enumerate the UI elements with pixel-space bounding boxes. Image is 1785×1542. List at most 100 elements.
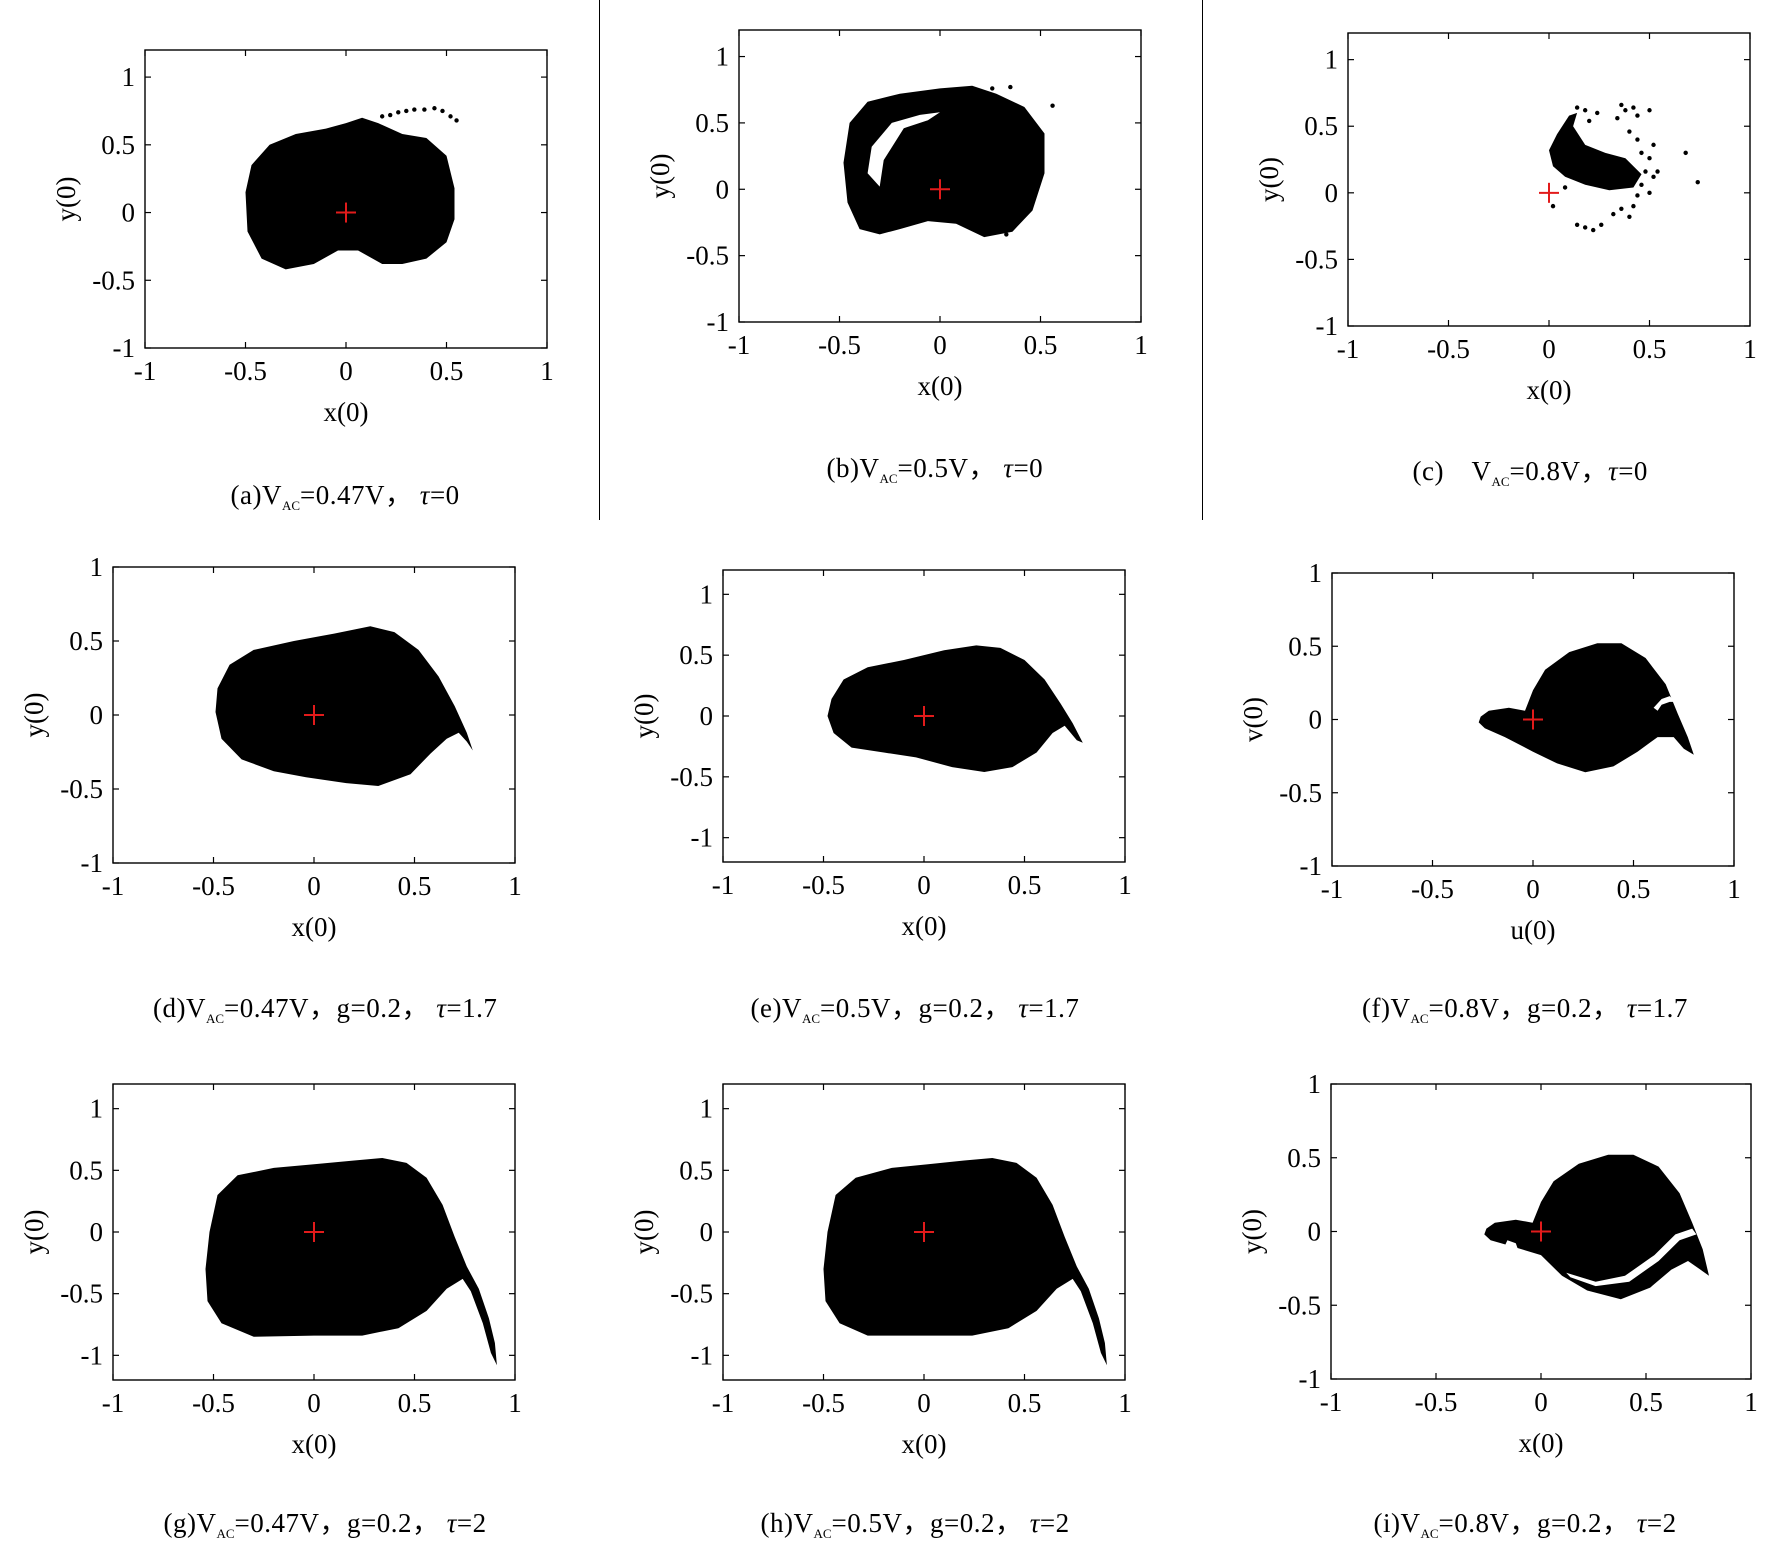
scatter-point-32 [1651,142,1656,148]
x-tick-label-1: -0.5 [1411,874,1454,904]
caption-mid: =0.47V，g=0.2， [224,993,437,1023]
y-tick-label-4: 1 [1308,1069,1322,1099]
basin-hole-1 [1503,1240,1520,1259]
caption-prefix: (d)V [153,993,206,1023]
y-axis-label: y(0) [19,1210,49,1255]
caption-a: (a)VAC=0.47V， τ=0 [231,473,460,514]
scatter-point-5 [422,107,427,112]
y-tick-label-3: 0.5 [679,1155,713,1185]
x-tick-label-0: -1 [1321,874,1344,904]
x-tick-label-1: -0.5 [818,330,861,360]
caption-prefix: (e)V [750,993,802,1023]
y-tick-label-3: 0.5 [679,640,713,670]
y-tick-label-4: 1 [700,1094,714,1124]
x-tick-label-0: -1 [728,330,751,360]
y-axis-label: y(0) [51,177,81,222]
x-tick-label-3: 0.5 [1617,874,1651,904]
scatter-point-4 [1619,102,1624,108]
chart-g: -1 -0.5 0 0.5 1 -1 -0.5 0 0.5 1 x(0) y(0) [19,1083,522,1459]
caption-sub: AC [813,1526,832,1541]
caption-suffix: =1.7 [1028,993,1080,1023]
caption-mid: =0.47V， [300,480,420,510]
caption-b: (b)VAC=0.5V， τ=0 [827,446,1044,487]
caption-sub: AC [1410,1011,1429,1026]
x-tick-label-1: -0.5 [224,356,267,386]
scatter-point-14 [1651,174,1656,180]
x-tick-label-2: 0 [307,871,321,901]
caption-tau: τ [1029,1508,1040,1538]
caption-prefix: (c) V [1412,456,1492,486]
caption-sub: AC [801,1011,821,1026]
y-tick-label-0: -1 [1300,851,1323,881]
chart-panel-a: -1 -0.5 0 0.5 1 -1 -0.5 0 0.5 1 x(0) y(0) [51,49,554,427]
chart-panel-e: -1 -0.5 0 0.5 1 -1 -0.5 0 0.5 1 x(0) y(0) [629,569,1132,941]
y-tick-label-1: -0.5 [1295,244,1338,274]
x-tick-label-4: 1 [508,871,522,901]
caption-prefix: (f)V [1362,993,1411,1023]
caption-tau: τ [436,993,447,1023]
chart-panel-f: -1 -0.5 0 0.5 1 -1 -0.5 0 0.5 1 u(0) v(0) [1238,558,1741,945]
y-tick-label-4: 1 [122,62,136,92]
caption-i: (i)VAC=0.8V，g=0.2， τ=2 [1374,1501,1677,1542]
y-tick-label-1: -0.5 [92,265,135,295]
x-tick-label-4: 1 [508,1388,522,1418]
scatter-point-5 [1623,108,1628,113]
scatter-point-9 [1627,129,1632,134]
caption-prefix: (h)V [760,1508,814,1538]
y-tick-label-4: 1 [1325,45,1339,75]
caption-suffix: =0 [429,480,460,510]
x-tick-label-0: -1 [134,356,157,386]
scatter-point-2 [1595,110,1600,116]
axes-frame [1347,32,1751,327]
scatter-point-21 [1599,222,1604,227]
caption-mid: =0.5V，g=0.2， [831,1508,1030,1538]
y-tick-label-0: -1 [691,823,714,853]
y-tick-label-0: -1 [81,848,104,878]
caption-prefix: (g)V [163,1508,217,1538]
chart-panel-i: -1 -0.5 0 0.5 1 -1 -0.5 0 0.5 1 x(0) y(0) [1237,1069,1758,1458]
basin-hole-0 [1566,1228,1697,1287]
caption-suffix: =2 [1039,1508,1070,1538]
y-tick-label-1: -0.5 [1278,1290,1321,1320]
chart-b: -1 -0.5 0 0.5 1 -1 -0.5 0 0.5 1 x(0) y(0) [645,29,1148,401]
scatter-point-26 [1550,203,1556,209]
scatter-point-15 [1639,182,1644,188]
caption-suffix: =0 [1618,456,1648,486]
scatter-point-0 [990,86,995,91]
basin-region [1484,1154,1709,1300]
caption-mid: =0.8V， [1509,456,1609,486]
y-tick-label-4: 1 [716,42,730,72]
y-tick-label-2: 0 [716,174,730,204]
scatter-point-1 [1582,108,1588,113]
y-tick-label-0: -1 [1299,1364,1322,1394]
scatter-point-9 [454,118,459,123]
scatter-point-25 [1562,185,1568,190]
x-tick-label-3: 0.5 [398,871,432,901]
x-tick-label-1: -0.5 [802,1388,845,1418]
y-axis-label: y(0) [19,693,49,738]
y-tick-label-1: -0.5 [686,241,729,271]
scatter-point-27 [1647,190,1652,196]
divider-right [1202,0,1203,520]
basin-region [205,1158,497,1366]
caption-e: (e)VAC=0.5V，g=0.2， τ=1.7 [751,986,1080,1027]
y-tick-label-3: 0.5 [1287,1143,1321,1173]
scatter-point-17 [1631,203,1636,209]
y-tick-label-4: 1 [1309,558,1323,588]
y-tick-label-1: -0.5 [1279,778,1322,808]
caption-mid: =0.5V，g=0.2， [820,993,1019,1023]
caption-sub: AC [205,1011,225,1026]
scatter-point-3 [1587,118,1592,124]
scatter-point-7 [440,108,445,114]
caption-mid: =0.8V，g=0.2， [1438,1508,1637,1538]
caption-tau: τ [1608,456,1619,486]
scatter-point-7 [1635,113,1640,118]
caption-tau: τ [1003,453,1014,483]
caption-h: (h)VAC=0.5V，g=0.2， τ=2 [761,1501,1070,1542]
x-axis-label: x(0) [292,1429,337,1459]
x-tick-label-1: -0.5 [192,871,235,901]
x-tick-label-2: 0 [917,870,931,900]
y-tick-label-0: -1 [691,1340,714,1370]
caption-tau: τ [1626,993,1637,1023]
